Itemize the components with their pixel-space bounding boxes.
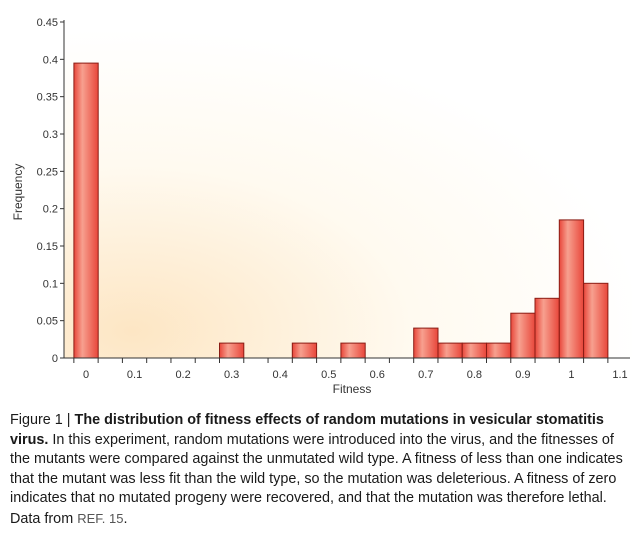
figure-label: Figure 1 |	[10, 412, 75, 428]
x-tick-label-9: 0.9	[515, 369, 530, 381]
bar-10	[558, 219, 585, 359]
x-tick-label-1: 0.1	[127, 369, 142, 381]
x-tick-label-8: 0.8	[467, 369, 482, 381]
figure-caption: Figure 1 | The distribution of fitness e…	[10, 411, 636, 529]
x-tick-label-2: 0.2	[175, 369, 190, 381]
x-tick-label-6: 0.6	[370, 369, 385, 381]
caption-end: .	[123, 510, 128, 527]
bar-9	[534, 297, 560, 359]
x-tick-label-10: 1	[568, 369, 574, 381]
x-tick-label-4: 0.4	[273, 369, 288, 381]
y-tick-label-0: 0	[52, 353, 58, 365]
bar-7	[486, 342, 512, 359]
bar-3	[340, 342, 366, 359]
y-tick-label-4: 0.2	[43, 204, 58, 216]
y-tick-label-7: 0.35	[37, 92, 58, 104]
bars-layer	[73, 62, 609, 359]
x-tick-label-5: 0.5	[321, 369, 336, 381]
bar-2	[291, 342, 318, 359]
y-axis-title: Frequency	[11, 164, 25, 221]
reference-link[interactable]: REF. 15	[77, 510, 124, 526]
axes-layer: 0 0.05 0.1 0.15 0.2 0.25 0.3 0.35 0.4 0.45 0 0.1 0.2…	[37, 17, 630, 381]
caption-body: In this experiment, random mutations wer…	[10, 431, 623, 527]
bar-5	[437, 342, 463, 359]
y-tick-label-2: 0.1	[43, 278, 58, 290]
y-tick-label-8: 0.4	[43, 54, 58, 66]
y-tick-label-6: 0.3	[43, 129, 58, 141]
bar-11	[583, 282, 609, 359]
x-axis-title: Fitness	[333, 382, 372, 396]
bar-0	[73, 62, 99, 359]
bar-6	[461, 342, 488, 359]
y-tick-label-5: 0.25	[37, 166, 58, 178]
figure-title: The distribution of fitness effects of r…	[10, 412, 604, 448]
bar-8	[510, 312, 536, 359]
y-tick-label-1: 0.05	[37, 316, 58, 328]
bar-4	[413, 327, 439, 359]
bar-1	[219, 342, 245, 359]
x-tick-label-0: 0	[83, 369, 89, 381]
y-tick-label-9: 0.45	[37, 17, 58, 29]
fitness-bar-chart: 0 0.05 0.1 0.15 0.2 0.25 0.3 0.35 0.4 0.45 0 0.1 0.2…	[11, 17, 632, 396]
y-tick-label-3: 0.15	[37, 241, 58, 253]
x-tick-label-7: 0.7	[418, 369, 433, 381]
x-tick-label-11: 1.1	[612, 369, 627, 381]
x-tick-label-3: 0.3	[224, 369, 239, 381]
